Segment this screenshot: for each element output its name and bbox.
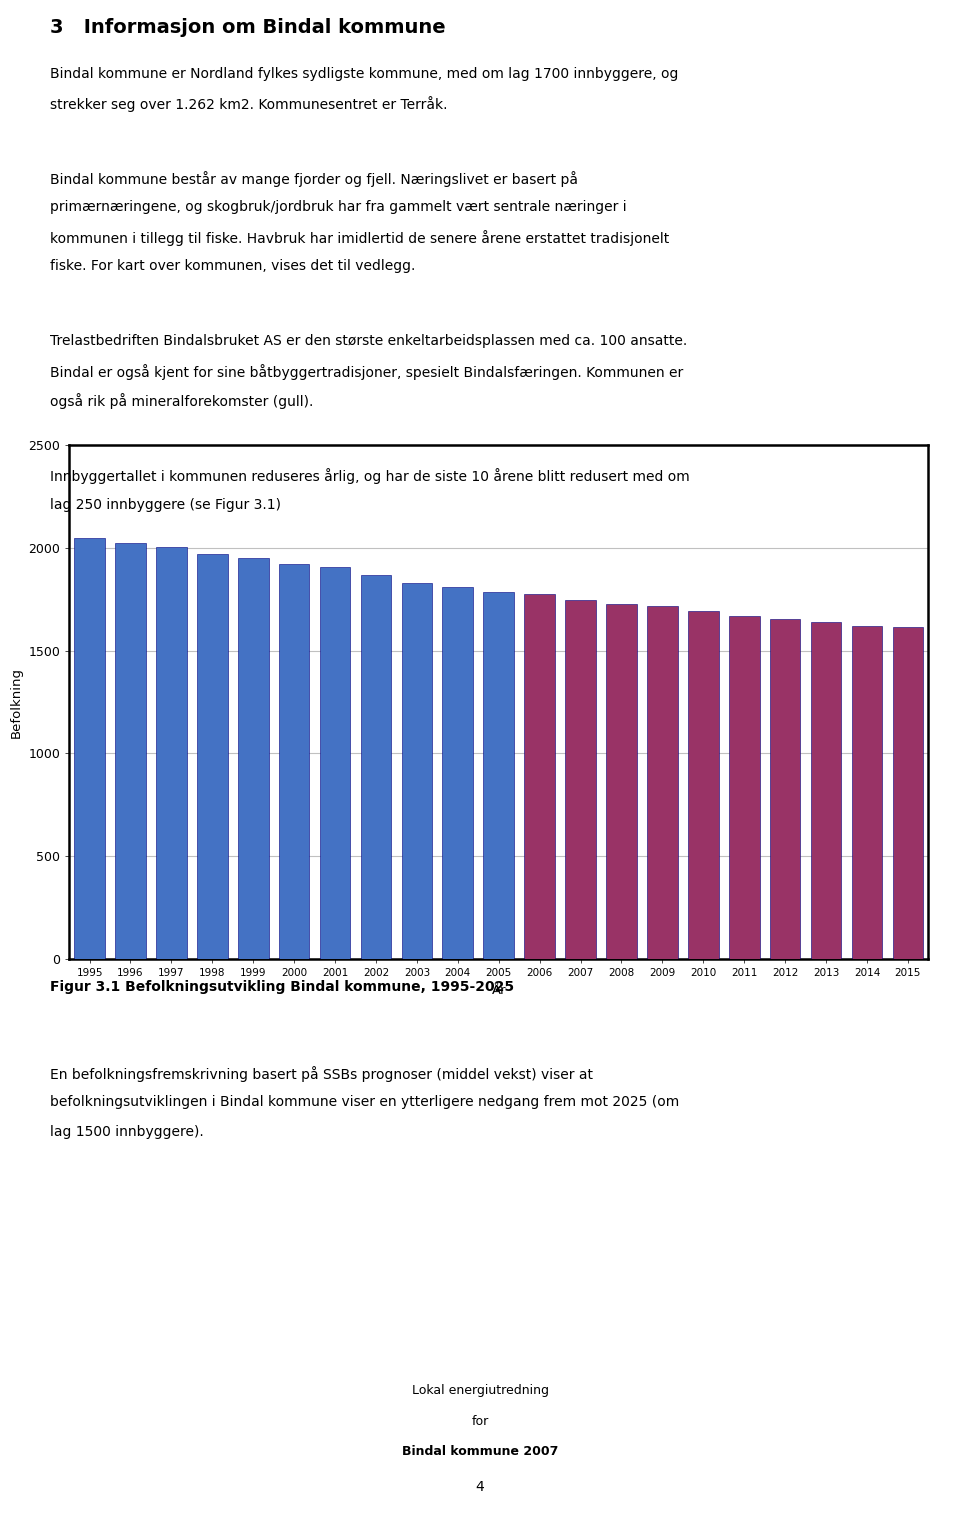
Text: kommunen i tillegg til fiske. Havbruk har imidlertid de senere årene erstattet t: kommunen i tillegg til fiske. Havbruk ha… xyxy=(50,230,669,247)
Bar xyxy=(647,607,678,959)
Text: for: for xyxy=(471,1415,489,1428)
Bar xyxy=(278,564,309,959)
Bar xyxy=(524,595,555,959)
Text: Bindal er også kjent for sine båtbyggertradisjoner, spesielt Bindalsfæringen. Ko: Bindal er også kjent for sine båtbyggert… xyxy=(50,365,684,380)
Text: Bindal kommune består av mange fjorder og fjell. Næringslivet er basert på: Bindal kommune består av mange fjorder o… xyxy=(50,171,578,188)
Bar xyxy=(443,587,473,959)
Y-axis label: Befolkning: Befolkning xyxy=(10,667,23,737)
Text: 3   Informasjon om Bindal kommune: 3 Informasjon om Bindal kommune xyxy=(50,18,445,38)
Bar xyxy=(74,537,105,959)
Bar xyxy=(238,558,269,959)
Text: Trelastbedriften Bindalsbruket AS er den største enkeltarbeidsplassen med ca. 10: Trelastbedriften Bindalsbruket AS er den… xyxy=(50,334,687,348)
Text: Innbyggertallet i kommunen reduseres årlig, og har de siste 10 årene blitt redus: Innbyggertallet i kommunen reduseres årl… xyxy=(50,469,689,484)
Bar xyxy=(810,622,841,959)
Text: lag 1500 innbyggere).: lag 1500 innbyggere). xyxy=(50,1126,204,1139)
Bar xyxy=(197,554,228,959)
Bar xyxy=(606,604,636,959)
Bar xyxy=(770,619,801,959)
Bar xyxy=(361,575,392,959)
Text: Figur 3.1 Befolkningsutvikling Bindal kommune, 1995-2025: Figur 3.1 Befolkningsutvikling Bindal ko… xyxy=(50,980,514,994)
Text: befolkningsutviklingen i Bindal kommune viser en ytterligere nedgang frem mot 20: befolkningsutviklingen i Bindal kommune … xyxy=(50,1095,679,1109)
Text: En befolkningsfremskrivning basert på SSBs prognoser (middel vekst) viser at: En befolkningsfremskrivning basert på SS… xyxy=(50,1067,593,1082)
Text: strekker seg over 1.262 km2. Kommunesentret er Terråk.: strekker seg over 1.262 km2. Kommunesent… xyxy=(50,97,447,112)
Text: primærnæringene, og skogbruk/jordbruk har fra gammelt vært sentrale næringer i: primærnæringene, og skogbruk/jordbruk ha… xyxy=(50,201,627,215)
Text: også rik på mineralforekomster (gull).: også rik på mineralforekomster (gull). xyxy=(50,393,313,410)
Text: Bindal kommune 2007: Bindal kommune 2007 xyxy=(402,1445,558,1459)
Text: Lokal energiutredning: Lokal energiutredning xyxy=(412,1384,548,1398)
Bar xyxy=(893,626,924,959)
Bar xyxy=(115,543,146,959)
Bar xyxy=(320,567,350,959)
Bar xyxy=(401,583,432,959)
Text: Bindal kommune er Nordland fylkes sydligste kommune, med om lag 1700 innbyggere,: Bindal kommune er Nordland fylkes sydlig… xyxy=(50,67,679,80)
Text: 4: 4 xyxy=(475,1480,485,1493)
Bar xyxy=(729,616,759,959)
Bar xyxy=(688,611,719,959)
Bar xyxy=(565,601,596,959)
Bar xyxy=(484,592,514,959)
Bar xyxy=(852,626,882,959)
Text: lag 250 innbyggere (se Figur 3.1): lag 250 innbyggere (se Figur 3.1) xyxy=(50,498,281,511)
X-axis label: År: År xyxy=(492,983,506,997)
Bar xyxy=(156,546,187,959)
Text: fiske. For kart over kommunen, vises det til vedlegg.: fiske. For kart over kommunen, vises det… xyxy=(50,260,416,274)
